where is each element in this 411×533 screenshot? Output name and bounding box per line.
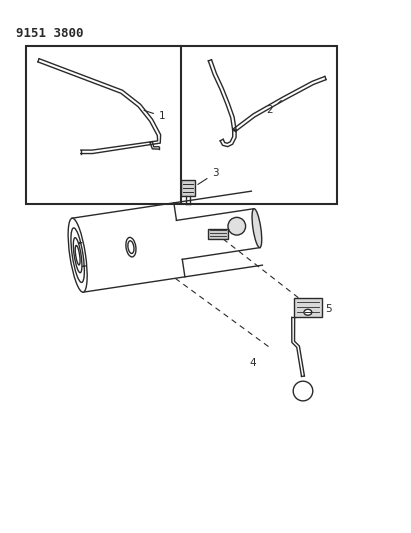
Ellipse shape	[126, 237, 136, 257]
Ellipse shape	[304, 309, 312, 315]
Ellipse shape	[252, 209, 262, 248]
Ellipse shape	[128, 241, 134, 254]
Text: 3: 3	[198, 168, 219, 184]
Ellipse shape	[71, 228, 84, 282]
Text: 5: 5	[326, 304, 332, 314]
Text: 4: 4	[249, 358, 256, 368]
Ellipse shape	[75, 245, 80, 265]
Ellipse shape	[68, 218, 87, 292]
FancyBboxPatch shape	[181, 180, 194, 196]
Text: 2: 2	[267, 101, 281, 116]
Ellipse shape	[228, 217, 246, 235]
Text: 1: 1	[144, 110, 166, 122]
Bar	[26, 46, 337, 204]
FancyBboxPatch shape	[208, 229, 228, 239]
Text: 9151 3800: 9151 3800	[16, 27, 83, 40]
Bar	[294, 297, 321, 317]
Ellipse shape	[73, 238, 82, 273]
Ellipse shape	[293, 381, 313, 401]
